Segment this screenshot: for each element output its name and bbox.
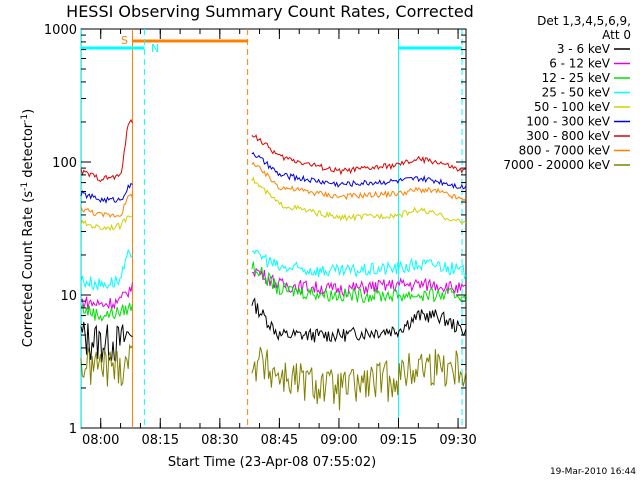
- legend-label: 6 - 12 keV: [549, 57, 611, 71]
- series-line: [251, 161, 467, 203]
- series-line: [251, 261, 467, 303]
- series-line: [251, 134, 466, 176]
- legend-label: 25 - 50 keV: [542, 86, 611, 100]
- series-line: [251, 297, 467, 343]
- x-tick-label: 09:00: [320, 433, 357, 448]
- y-axis-ticks: 1 10 100 1000: [44, 23, 466, 437]
- chart-title: HESSI Observing Summary Count Rates, Cor…: [66, 2, 474, 21]
- x-axis-ticks: 08:00 08:15 08:30 08:45 09:00 09:15 09:30: [82, 29, 477, 448]
- series-line: [251, 152, 467, 190]
- y-axis-label: Corrected Count Rate (s-1 detector-1): [20, 109, 36, 347]
- x-tick-label: 08:00: [82, 433, 119, 448]
- legend-label: 7000 - 20000 keV: [503, 158, 610, 172]
- y-tick-label: 1: [69, 422, 77, 437]
- legend-label: 50 - 100 keV: [534, 100, 611, 114]
- legend-header-line1: Det 1,3,4,5,6,9,: [537, 14, 631, 28]
- series-line: [251, 249, 467, 280]
- x-tick-label: 08:45: [261, 433, 298, 448]
- legend-header-line2: Att 0: [602, 28, 631, 42]
- x-tick-label: 08:30: [201, 433, 238, 448]
- x-tick-label: 08:15: [142, 433, 179, 448]
- legend-label: 100 - 300 keV: [526, 115, 610, 129]
- legend-label: 3 - 6 keV: [557, 42, 611, 56]
- series-line: [80, 215, 133, 232]
- legend-label: 12 - 25 keV: [542, 71, 611, 85]
- series-line: [80, 282, 133, 310]
- y-tick-label: 100: [52, 156, 77, 171]
- legend-label: 300 - 800 keV: [526, 129, 610, 143]
- series-line: [80, 321, 133, 363]
- x-tick-label: 09:15: [380, 433, 417, 448]
- series-line: [251, 346, 467, 411]
- series-line: [80, 193, 133, 219]
- footer-date: 19-Mar-2010 16:44: [550, 467, 636, 477]
- series-layer: [80, 118, 467, 411]
- y-tick-label: 10: [60, 289, 77, 304]
- series-line: [80, 248, 133, 291]
- series-line: [80, 302, 133, 322]
- series-line: [80, 182, 133, 204]
- series-line: [251, 176, 467, 225]
- y-tick-label: 1000: [44, 23, 77, 38]
- legend-label: 800 - 7000 keV: [519, 144, 611, 158]
- annotation-s-label: S: [121, 34, 128, 47]
- x-axis-label: Start Time (23-Apr-08 07:55:02): [168, 455, 376, 470]
- series-line: [80, 118, 133, 183]
- series-line: [80, 343, 133, 387]
- x-tick-label: 09:30: [439, 433, 476, 448]
- annotation-n-label: N: [151, 42, 159, 55]
- series-line: [251, 267, 467, 298]
